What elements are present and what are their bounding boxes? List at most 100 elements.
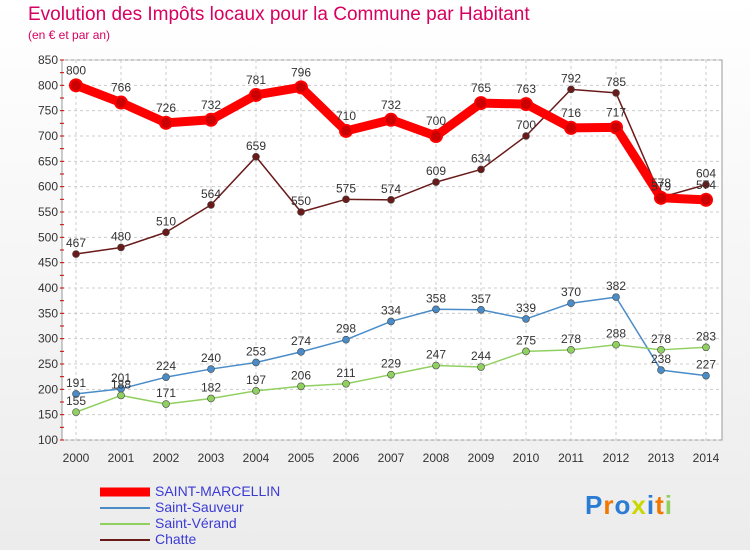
legend-label-saint-sauveur: Saint-Sauveur bbox=[155, 499, 244, 515]
data-label-chatte: 467 bbox=[66, 236, 86, 250]
data-label-saint-sauveur: 274 bbox=[291, 334, 311, 348]
data-point-saint-marcellin bbox=[699, 192, 713, 207]
data-point-chatte bbox=[117, 243, 125, 252]
data-point-saint-verand bbox=[477, 363, 485, 371]
data-label-chatte: 609 bbox=[426, 164, 446, 178]
data-point-saint-verand bbox=[702, 343, 710, 352]
data-point-chatte bbox=[342, 195, 350, 204]
legend-label-saint-verand: Saint-Vérand bbox=[155, 515, 237, 531]
data-point-saint-verand bbox=[612, 340, 620, 349]
data-point-saint-verand bbox=[387, 370, 395, 379]
y-tick-label: 750 bbox=[38, 104, 58, 118]
data-label-saint-sauveur: 227 bbox=[696, 358, 716, 372]
y-tick-label: 700 bbox=[38, 129, 58, 143]
data-point-chatte bbox=[387, 196, 395, 204]
data-point-saint-marcellin bbox=[339, 123, 353, 138]
data-label-saint-marcellin: 763 bbox=[516, 82, 536, 96]
data-label-saint-marcellin: 716 bbox=[561, 106, 581, 120]
x-tick-label: 2004 bbox=[243, 451, 270, 465]
data-label-saint-sauveur: 358 bbox=[426, 291, 446, 305]
logo-letter: i bbox=[664, 490, 673, 520]
data-label-saint-verand: 188 bbox=[111, 377, 131, 391]
data-label-chatte: 659 bbox=[246, 139, 266, 153]
y-tick-label: 450 bbox=[38, 256, 58, 270]
y-tick-label: 800 bbox=[38, 78, 58, 92]
data-point-chatte bbox=[207, 201, 215, 209]
data-point-saint-sauveur bbox=[567, 299, 575, 308]
data-label-saint-sauveur: 238 bbox=[651, 352, 671, 366]
data-label-chatte: 480 bbox=[111, 229, 131, 243]
data-label-saint-verand: 206 bbox=[291, 368, 311, 382]
data-point-chatte bbox=[162, 228, 170, 237]
data-label-saint-verand: 275 bbox=[516, 333, 536, 347]
data-point-saint-verand bbox=[207, 394, 215, 403]
y-tick-label: 300 bbox=[38, 332, 58, 346]
data-point-saint-sauveur bbox=[477, 305, 485, 314]
data-point-saint-sauveur bbox=[342, 335, 350, 344]
data-label-saint-sauveur: 370 bbox=[561, 285, 581, 299]
data-point-saint-marcellin bbox=[249, 87, 263, 102]
data-point-saint-marcellin bbox=[609, 120, 623, 135]
data-point-saint-sauveur bbox=[297, 348, 305, 356]
data-label-saint-marcellin: 726 bbox=[156, 101, 176, 115]
data-label-saint-verand: 182 bbox=[201, 380, 221, 394]
y-tick-label: 400 bbox=[38, 281, 58, 295]
y-tick-label: 550 bbox=[38, 205, 58, 219]
data-label-saint-marcellin: 781 bbox=[246, 73, 266, 87]
data-label-chatte: 564 bbox=[201, 187, 221, 201]
data-label-saint-verand: 283 bbox=[696, 329, 716, 343]
data-point-chatte bbox=[522, 132, 530, 140]
data-point-saint-sauveur bbox=[612, 293, 620, 301]
data-label-saint-verand: 278 bbox=[561, 332, 581, 346]
data-label-saint-sauveur: 334 bbox=[381, 303, 401, 317]
data-label-saint-marcellin: 578 bbox=[651, 176, 671, 190]
data-point-saint-verand bbox=[432, 361, 440, 370]
data-point-saint-marcellin bbox=[429, 129, 443, 143]
data-label-chatte: 604 bbox=[696, 167, 716, 181]
x-tick-label: 2012 bbox=[603, 451, 630, 465]
logo-letter: P bbox=[585, 490, 604, 520]
data-point-saint-verand bbox=[72, 408, 80, 416]
y-tick-label: 500 bbox=[38, 230, 58, 244]
data-label-saint-marcellin: 710 bbox=[336, 109, 356, 123]
y-tick-label: 150 bbox=[38, 408, 58, 422]
proxiti-logo: Proxiti bbox=[585, 490, 673, 521]
data-point-saint-sauveur bbox=[432, 305, 440, 314]
legend-label-saint-marcellin: SAINT-MARCELLIN bbox=[155, 483, 281, 499]
y-tick-label: 200 bbox=[38, 382, 58, 396]
data-label-chatte: 700 bbox=[516, 118, 536, 132]
data-label-saint-verand: 247 bbox=[426, 348, 446, 362]
data-point-saint-verand bbox=[162, 400, 170, 408]
x-tick-label: 2007 bbox=[378, 451, 405, 465]
data-point-saint-verand bbox=[567, 346, 575, 354]
data-point-saint-sauveur bbox=[252, 358, 260, 367]
data-label-chatte: 550 bbox=[291, 194, 311, 208]
data-point-saint-sauveur bbox=[207, 365, 215, 373]
x-tick-label: 2002 bbox=[153, 451, 180, 465]
data-label-saint-sauveur: 240 bbox=[201, 351, 221, 365]
data-point-saint-marcellin bbox=[294, 80, 308, 95]
x-tick-label: 2011 bbox=[558, 451, 584, 465]
data-point-saint-marcellin bbox=[114, 95, 128, 110]
data-label-saint-verand: 278 bbox=[651, 332, 671, 346]
x-tick-label: 2001 bbox=[108, 451, 135, 465]
data-point-saint-sauveur bbox=[72, 390, 80, 398]
data-point-saint-verand bbox=[117, 391, 125, 400]
x-tick-label: 2003 bbox=[198, 451, 225, 465]
data-label-saint-marcellin: 574 bbox=[696, 178, 716, 192]
data-point-chatte bbox=[702, 180, 710, 189]
logo-letter: i bbox=[646, 490, 656, 520]
data-point-saint-marcellin bbox=[654, 190, 668, 205]
data-point-chatte bbox=[72, 250, 80, 258]
data-label-chatte: 785 bbox=[606, 75, 626, 89]
data-point-saint-sauveur bbox=[522, 315, 530, 323]
data-point-chatte bbox=[567, 85, 575, 94]
data-point-saint-sauveur bbox=[702, 371, 710, 380]
data-label-saint-verand: 288 bbox=[606, 327, 626, 341]
x-tick-label: 2008 bbox=[423, 451, 450, 465]
x-tick-label: 2000 bbox=[63, 451, 90, 465]
chart-subtitle: (en € et par an) bbox=[28, 28, 111, 42]
logo-letter: x bbox=[631, 490, 647, 520]
data-label-saint-sauveur: 201 bbox=[111, 371, 131, 385]
